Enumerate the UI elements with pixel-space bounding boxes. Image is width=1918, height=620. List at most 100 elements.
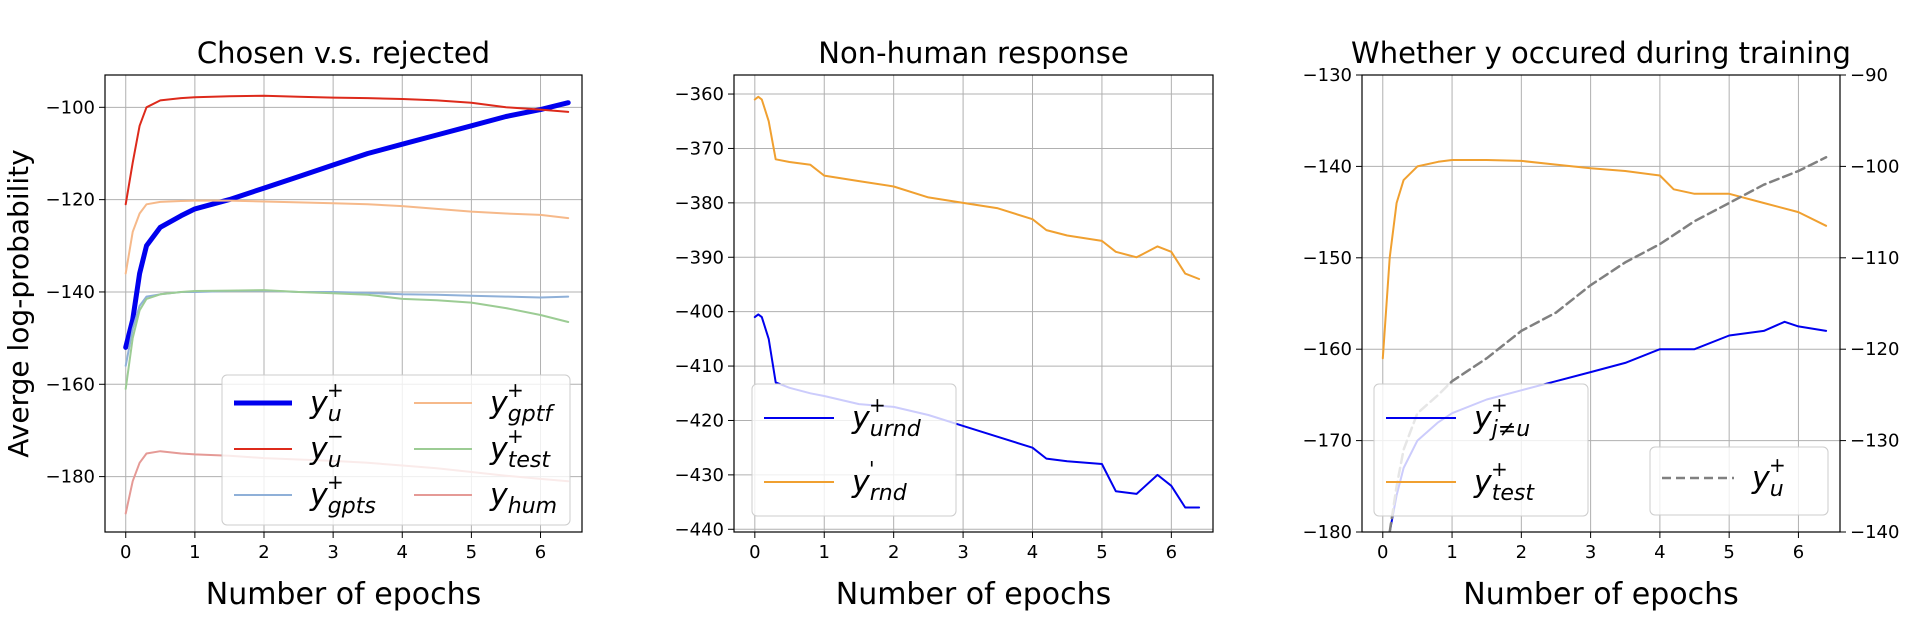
axes-frame [1361,74,1841,533]
y-tick-label: −160 [46,374,95,395]
legend-right: yu+ [1649,446,1829,516]
series-line-2-1 [1381,159,1828,360]
legend-label-sub: hum [508,494,557,519]
y2-tick-label: −90 [1850,65,1888,86]
x-tick-label: 1 [819,542,830,563]
legend-label-sup: + [1769,453,1786,477]
y-tick-label: −360 [675,84,724,105]
legend-label-sup: + [1491,457,1508,481]
x-tick-label: 0 [120,542,131,563]
legend-label-sup: ' [869,457,875,481]
x-tick-label: 0 [1377,542,1388,563]
y-tick-label: −130 [1303,65,1352,86]
x-tick-label: 1 [1446,542,1457,563]
x-tick-label: 5 [466,542,477,563]
legend-label-sub: gptf [508,402,556,427]
series-line-0-1 [124,94,570,206]
legend-label: ytest+ [1473,457,1535,506]
legend-label-sup: + [507,378,524,402]
x-tick-label: 4 [1654,542,1665,563]
y-tick-label: −410 [675,356,724,377]
legend-label-sub: u [328,448,342,473]
legend-label-sup: + [507,424,524,448]
legend-label-sub: rnd [870,481,908,506]
y-tick-label: −180 [1303,522,1352,543]
x-axis-label: Number of epochs [836,577,1112,612]
chart-title: Non-human response [818,36,1128,70]
x-tick-label: 3 [1585,542,1596,563]
y-tick-label: −380 [675,193,724,214]
legend: yurnd+yrnd' [751,383,957,517]
x-tick-label: 5 [1096,542,1107,563]
y-tick-label: −390 [675,247,724,268]
series-line-0-4 [124,289,570,390]
y-tick-label: −430 [675,465,724,486]
series-line-0-2 [124,289,570,367]
axes-frame [733,74,1214,533]
x-tick-label: 5 [1723,542,1734,563]
legend-label-sub: u [1770,477,1784,502]
y2-tick-label: −130 [1850,431,1899,452]
x-tick-label: 3 [957,542,968,563]
legend-label-sub: gpts [328,494,376,519]
axes-frame [104,74,583,533]
y2-tick-label: −120 [1850,339,1899,360]
series-line-2-2 [1388,156,1828,532]
legend-label-sup: + [327,470,344,494]
legend: yu+yu−ygpts+ygptf+ytest+yhum [221,374,571,526]
y-tick-label: −180 [46,467,95,488]
x-tick-label: 3 [327,542,338,563]
y-tick-label: −100 [46,97,95,118]
legend-label: yu+ [309,378,344,427]
x-tick-label: 6 [1166,542,1177,563]
legend-label-sup: + [869,393,886,417]
x-tick-label: 2 [1516,542,1527,563]
y2-tick-label: −110 [1850,248,1899,269]
legend-label: yu− [309,424,344,473]
legend-label-sub: test [1492,481,1536,506]
legend-box [221,374,571,526]
x-tick-label: 6 [535,542,546,563]
legend-label-sub: test [508,448,552,473]
y-tick-label: −150 [1303,248,1352,269]
legend-label-sup: + [1491,393,1508,417]
x-tick-label: 0 [749,542,760,563]
y-tick-label: −140 [46,282,95,303]
series-line-0-3 [124,199,570,275]
legend-label: yu+ [1751,453,1786,502]
chart-1: 0 1 2 3 4 5 6 −440 −430 −420 −410 −400 −390 −380 −370 −… [675,36,1214,612]
chart-title: Whether y occured during training [1351,36,1851,70]
x-tick-label: 1 [189,542,200,563]
x-tick-label: 2 [888,542,899,563]
chart-0: 0 1 2 3 4 5 6 −180 −160 −140 −120 −100 Chosen v.s. r… [2,36,583,612]
legend-label-sup: − [327,424,344,448]
y-tick-label: −420 [675,410,724,431]
x-tick-label: 4 [1027,542,1038,563]
y-tick-label: −140 [1303,156,1352,177]
y2-tick-label: −100 [1850,156,1899,177]
y-tick-label: −370 [675,138,724,159]
y-tick-label: −400 [675,302,724,323]
x-axis-label: Number of epochs [1463,577,1739,612]
x-tick-label: 2 [258,542,269,563]
x-tick-label: 6 [1793,542,1804,563]
legend-label-sup: + [327,378,344,402]
chart-2: 0 1 2 3 4 5 6 −180 −170 −160 −150 −140 −130 −140 −130 −… [1303,36,1900,612]
chart-title: Chosen v.s. rejected [197,36,490,70]
legend-label-sub: u [328,402,342,427]
y-tick-label: −120 [46,190,95,211]
legend-box [1649,446,1829,516]
legend-left: yj≠u+ytest+ [1373,383,1589,517]
legend-label-sub: urnd [870,417,922,442]
y2-tick-label: −140 [1850,522,1899,543]
series-line-1-1 [753,95,1201,280]
y-tick-label: −170 [1303,431,1352,452]
y-tick-label: −160 [1303,339,1352,360]
legend-label: yrnd' [851,457,908,506]
x-tick-label: 4 [397,542,408,563]
legend-label-sub: j≠u [1489,417,1531,442]
series-line-0-0 [123,100,571,350]
y-tick-label: −440 [675,519,724,540]
x-axis-label: Number of epochs [206,577,482,612]
